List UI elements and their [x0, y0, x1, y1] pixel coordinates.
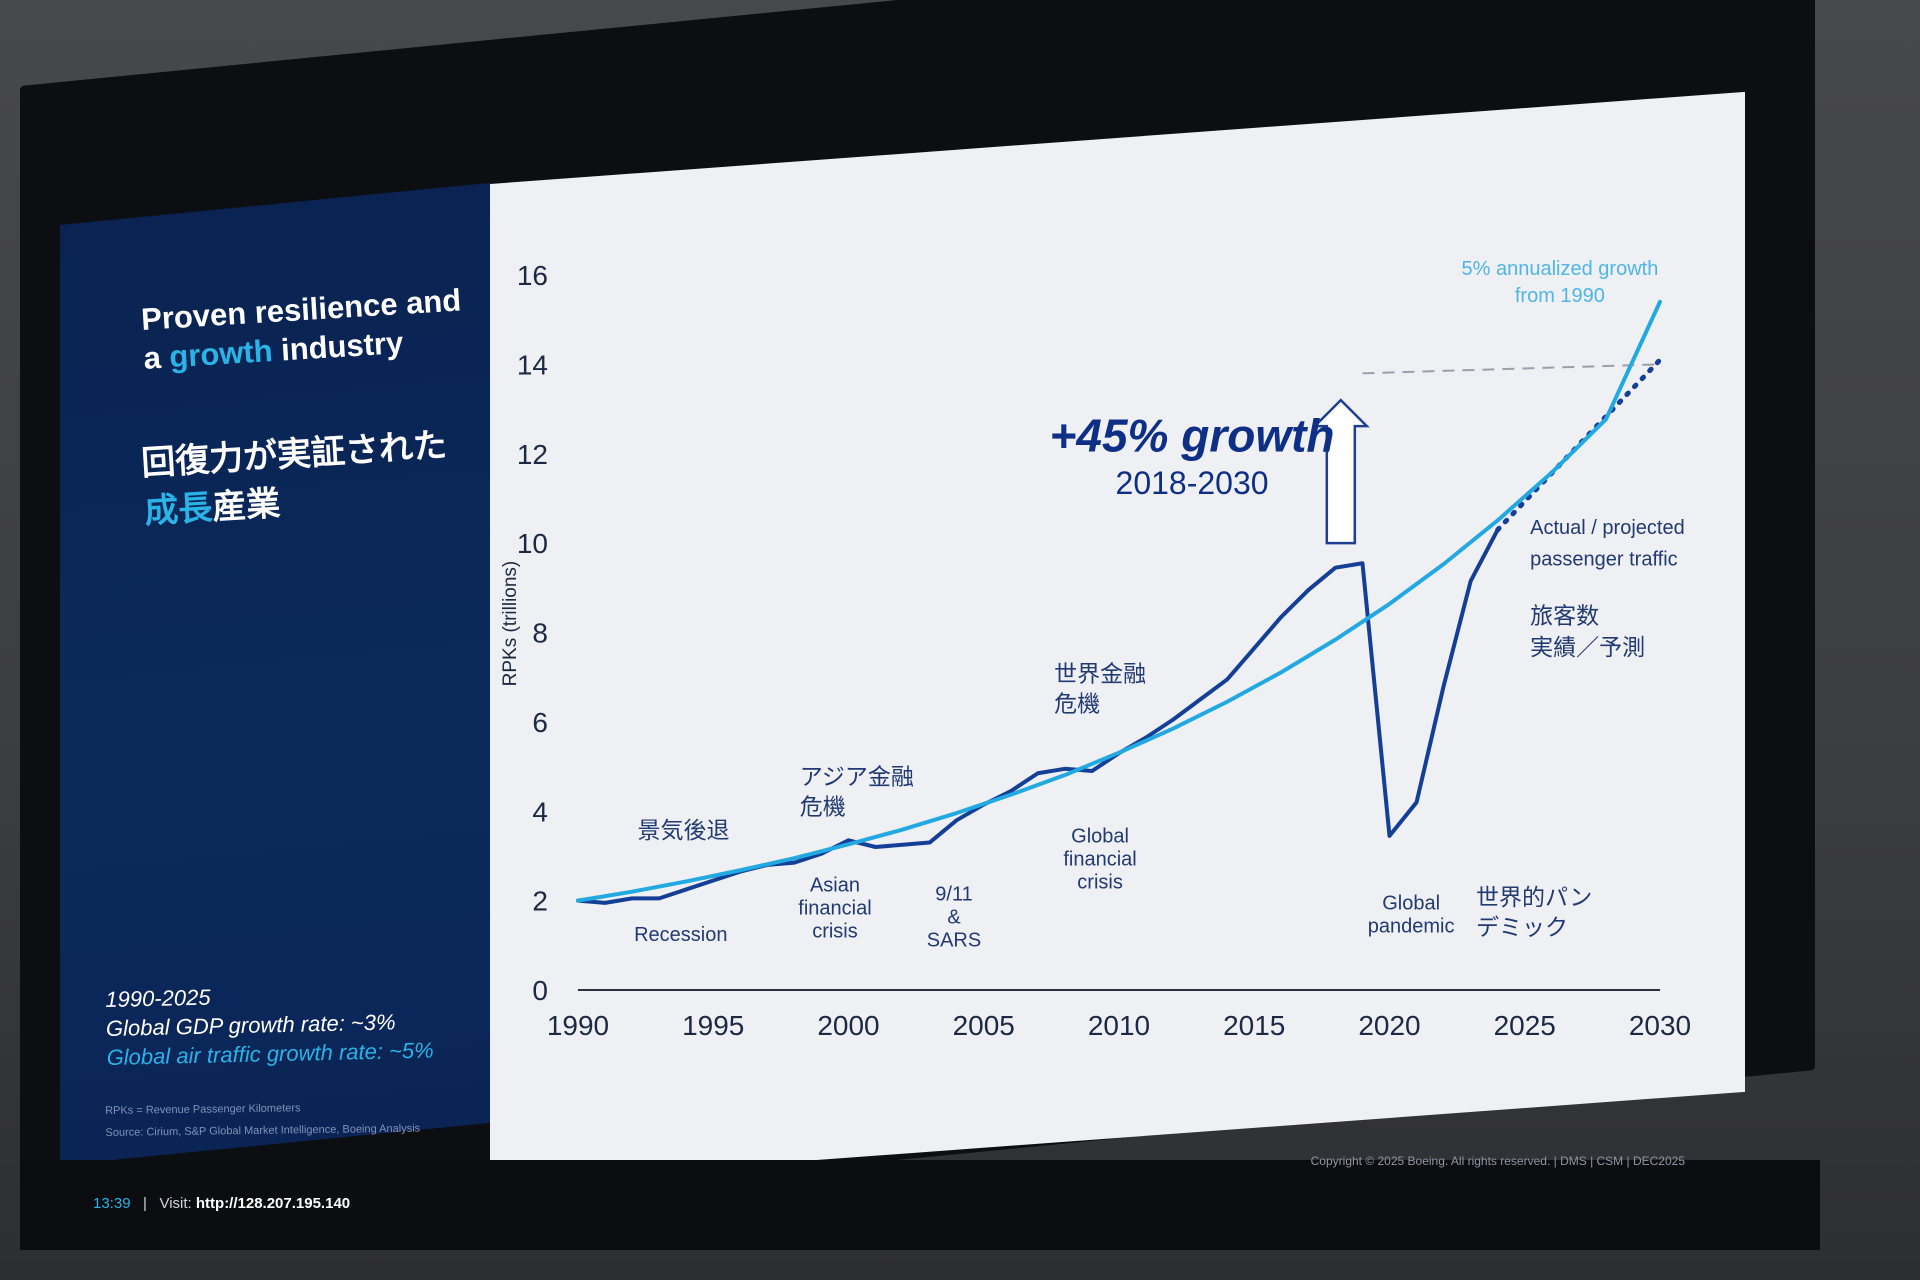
- pandemic-label-line: pandemic: [1368, 916, 1455, 938]
- growth-period: 2018-2030: [1116, 465, 1269, 501]
- bottom-bar: [20, 1160, 1820, 1250]
- y-tick-label: 14: [517, 349, 548, 380]
- series-line-2: [576, 299, 1662, 903]
- x-tick-label: 2005: [953, 1010, 1015, 1041]
- series-line-0: [576, 527, 1500, 905]
- reference-dashed-line: [1362, 363, 1661, 375]
- sars-label: 9/11&SARS: [927, 884, 981, 952]
- recession-jp-label: 景気後退: [638, 817, 730, 843]
- asian-crisis-jp-label-line: アジア金融: [800, 763, 914, 789]
- taskbar-visit-label: Visit:: [159, 1195, 192, 1212]
- y-tick-label: 2: [532, 886, 548, 917]
- x-tick-label: 2025: [1494, 1010, 1556, 1041]
- series-label-line2: passenger traffic: [1530, 548, 1678, 570]
- taskbar-info: 13:39 | Visit: http://128.207.195.140: [93, 1195, 350, 1212]
- asian-crisis-label-line: crisis: [812, 921, 858, 943]
- pandemic-label-line: Global: [1382, 893, 1440, 915]
- y-tick-label: 10: [517, 528, 548, 559]
- growth-arrow-icon: [1311, 398, 1370, 545]
- asian-crisis-label-line: Asian: [810, 875, 860, 897]
- x-tick-label: 1995: [682, 1010, 744, 1041]
- x-tick-label: 2010: [1088, 1010, 1150, 1041]
- x-tick-label: 2020: [1358, 1010, 1420, 1041]
- sars-label-line: &: [947, 907, 961, 929]
- y-tick-label: 6: [532, 707, 548, 738]
- y-tick-label: 4: [532, 796, 548, 827]
- y-tick-label: 8: [532, 618, 548, 649]
- recession-jp-label-line: 景気後退: [638, 817, 730, 843]
- taskbar-url[interactable]: http://128.207.195.140: [195, 1195, 351, 1212]
- taskbar-separator: |: [134, 1195, 156, 1212]
- gfc-jp-label-line: 危機: [1054, 691, 1100, 717]
- trend-label-line1: 5% annualized growth: [1462, 258, 1659, 280]
- x-tick-label: 1990: [547, 1010, 609, 1041]
- gfc-label-line: crisis: [1077, 872, 1123, 894]
- trend-label-line2: from 1990: [1515, 285, 1605, 307]
- series-label-jp-line1: 旅客数: [1530, 603, 1599, 629]
- series-line-1: [1495, 357, 1663, 533]
- y-tick-label: 12: [517, 439, 548, 470]
- copyright-notice: Copyright © 2025 Boeing. All rights rese…: [1311, 1154, 1686, 1168]
- x-tick-label: 2030: [1629, 1010, 1691, 1041]
- series-label-line1: Actual / projected: [1530, 517, 1685, 539]
- recession-label: Recession: [634, 924, 727, 946]
- y-tick-label: 0: [532, 975, 548, 1006]
- chart-axes: 1990 1995 2000 2005 2010 2015 2020 2025 2030 0 2 4 6…: [500, 260, 1691, 1041]
- recession-label-line: Recession: [634, 924, 727, 946]
- pandemic-jp-label-line: 世界的パン: [1476, 884, 1592, 910]
- pandemic-jp-label-line: デミック: [1476, 914, 1568, 940]
- sars-label-line: 9/11: [935, 884, 972, 906]
- growth-headline: +45% growth: [1050, 410, 1335, 462]
- y-tick-label: 16: [517, 260, 548, 291]
- gfc-label-line: financial: [1063, 849, 1136, 871]
- x-tick-label: 2000: [817, 1010, 879, 1041]
- series-label-jp-line2: 実績／予測: [1530, 634, 1645, 660]
- chart-series: [576, 299, 1663, 905]
- taskbar-time: 13:39: [93, 1195, 131, 1212]
- gfc-label-line: Global: [1071, 826, 1129, 848]
- sars-label-line: SARS: [927, 930, 981, 952]
- asian-crisis-jp-label-line: 危機: [800, 793, 846, 819]
- x-tick-label: 2015: [1223, 1010, 1285, 1041]
- y-axis-label: RPKs (trillions): [500, 561, 521, 687]
- gfc-jp-label-line: 世界金融: [1054, 661, 1146, 687]
- asian-crisis-label-line: financial: [798, 898, 871, 920]
